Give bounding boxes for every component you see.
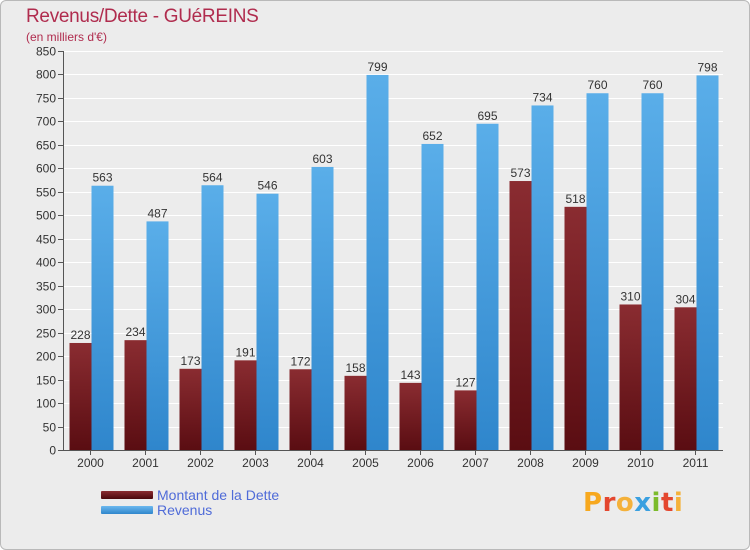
chart-title: Revenus/Dette - GUéREINS (26, 6, 259, 27)
logo-letter: r (602, 488, 616, 518)
y-tick-label: 600 (36, 162, 56, 176)
y-tick-label: 200 (36, 350, 56, 364)
data-label-dette: 573 (510, 166, 530, 180)
data-label-revenus: 695 (477, 109, 497, 123)
y-tick-label: 750 (36, 92, 56, 106)
x-tick-label: 2000 (77, 456, 104, 470)
y-tick-label: 650 (36, 139, 56, 153)
y-tick-label: 450 (36, 233, 56, 247)
logo-letter: o (615, 488, 635, 518)
y-tick-label: 300 (36, 303, 56, 317)
bar-dette (399, 382, 422, 450)
data-label-dette: 234 (125, 325, 145, 339)
data-label-revenus: 603 (312, 152, 332, 166)
data-label-dette: 127 (455, 375, 475, 389)
data-label-revenus: 760 (642, 78, 662, 92)
legend-item-dette: Montant de la Dette (101, 486, 280, 503)
x-tick-label: 2006 (407, 456, 434, 470)
bar-revenus (641, 93, 664, 450)
bar-dette (509, 181, 532, 451)
bar-dette (344, 375, 367, 450)
x-tick-label: 2007 (462, 456, 489, 470)
data-label-dette: 304 (675, 292, 695, 306)
bar-revenus (311, 166, 334, 450)
y-tick-label: 800 (36, 68, 56, 82)
bar-revenus (476, 123, 499, 451)
data-label-revenus: 564 (202, 170, 222, 184)
y-tick-label: 500 (36, 209, 56, 223)
logo-letter: x (634, 488, 652, 518)
bar-dette (619, 304, 642, 450)
proxiti-logo: Proxiti (583, 488, 683, 518)
logo-letter: i (651, 488, 661, 518)
bar-dette (564, 206, 587, 450)
data-label-dette: 191 (235, 345, 255, 359)
x-tick-label: 2001 (132, 456, 159, 470)
bar-dette (179, 368, 202, 450)
y-tick-label: 250 (36, 327, 56, 341)
logo-letter: i (673, 488, 684, 518)
data-label-revenus: 652 (422, 129, 442, 143)
y-tick-label: 0 (49, 444, 56, 458)
bar-revenus (366, 74, 389, 450)
y-tick-label: 400 (36, 256, 56, 270)
bar-dette (454, 390, 477, 450)
data-label-dette: 518 (565, 192, 585, 206)
bar-dette (289, 369, 312, 450)
y-tick-label: 700 (36, 115, 56, 129)
data-label-revenus: 734 (532, 90, 552, 104)
data-label-revenus: 799 (367, 60, 387, 74)
data-label-dette: 172 (290, 354, 310, 368)
bar-revenus (421, 143, 444, 450)
y-tick-label: 350 (36, 280, 56, 294)
legend-swatch-revenus (101, 505, 153, 514)
x-tick-label: 2003 (242, 456, 269, 470)
data-label-dette: 310 (620, 289, 640, 303)
x-tick-label: 2008 (517, 456, 544, 470)
data-label-revenus: 563 (92, 171, 112, 185)
data-label-dette: 158 (345, 361, 365, 375)
logo-letter: P (583, 488, 603, 518)
bar-revenus (531, 105, 554, 450)
bar-revenus (146, 221, 169, 450)
bar-dette (674, 307, 697, 450)
x-tick-label: 2010 (627, 456, 654, 470)
data-label-revenus: 546 (257, 179, 277, 193)
bar-revenus (91, 185, 114, 450)
bar-dette (69, 342, 92, 450)
bar-dette (234, 360, 257, 450)
bar-dette (124, 340, 147, 450)
legend-swatch-dette (101, 490, 153, 499)
logo-letter: t (660, 488, 674, 518)
x-tick-label: 2002 (187, 456, 214, 470)
x-tick-label: 2009 (572, 456, 599, 470)
data-label-dette: 173 (180, 354, 200, 368)
y-tick-label: 100 (36, 397, 56, 411)
y-tick-label: 550 (36, 186, 56, 200)
bar-revenus (256, 193, 279, 450)
legend-item-revenus: Revenus (101, 501, 279, 518)
data-label-revenus: 487 (147, 206, 167, 220)
bar-revenus (586, 93, 609, 450)
x-tick-label: 2005 (352, 456, 379, 470)
legend-label-revenus: Revenus (157, 501, 213, 518)
x-tick-label: 2011 (683, 456, 709, 470)
data-label-revenus: 798 (697, 60, 717, 74)
bar-revenus (696, 75, 719, 450)
y-tick-label: 850 (36, 45, 56, 59)
data-label-dette: 228 (70, 328, 90, 342)
data-label-revenus: 760 (587, 78, 607, 92)
y-tick-label: 150 (36, 374, 56, 388)
legend-label-dette: Montant de la Dette (157, 486, 280, 503)
y-tick-label: 50 (43, 421, 57, 435)
data-label-dette: 143 (400, 368, 420, 382)
x-tick-label: 2004 (297, 456, 324, 470)
bar-revenus (201, 185, 224, 450)
legend: Montant de la Dette Revenus (101, 486, 280, 518)
chart-subtitle: (en milliers d'€) (26, 30, 107, 44)
